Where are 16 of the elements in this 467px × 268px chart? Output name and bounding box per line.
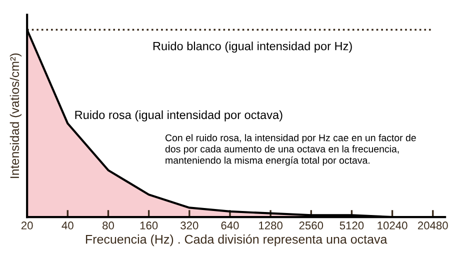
x-tick-label: 160 xyxy=(140,222,158,230)
x-axis-title: Frecuencia (Hz) . Cada división representa una octava xyxy=(86,234,388,246)
series-label: Ruido rosa (igual intensidad por octava) xyxy=(75,110,282,122)
annotation: Con el ruido rosa, la intensidad por Hz cae en un factor de dos por cada aumento de una octava en la frecuencia, manteniendo la misma energía total por octava. xyxy=(165,134,416,166)
x-tick-label: 2560 xyxy=(299,222,324,230)
x-tick-label: 5120 xyxy=(340,222,364,230)
x-tick-label: 640 xyxy=(221,222,239,230)
x-tick-label: 20480 xyxy=(418,222,448,230)
x-tick-label: 1280 xyxy=(259,222,282,230)
x-tick-label: 80 xyxy=(102,222,114,230)
x-tick-label: 320 xyxy=(180,222,198,230)
y-axis-title: Intensidad (vatios/cm²) xyxy=(10,53,22,178)
x-tick-label: 40 xyxy=(62,222,74,230)
x-tick-label: 10240 xyxy=(378,222,408,230)
x-tick-label: 20 xyxy=(21,222,33,230)
series-label: Ruido blanco (igual intensidad por Hz) xyxy=(153,42,352,53)
